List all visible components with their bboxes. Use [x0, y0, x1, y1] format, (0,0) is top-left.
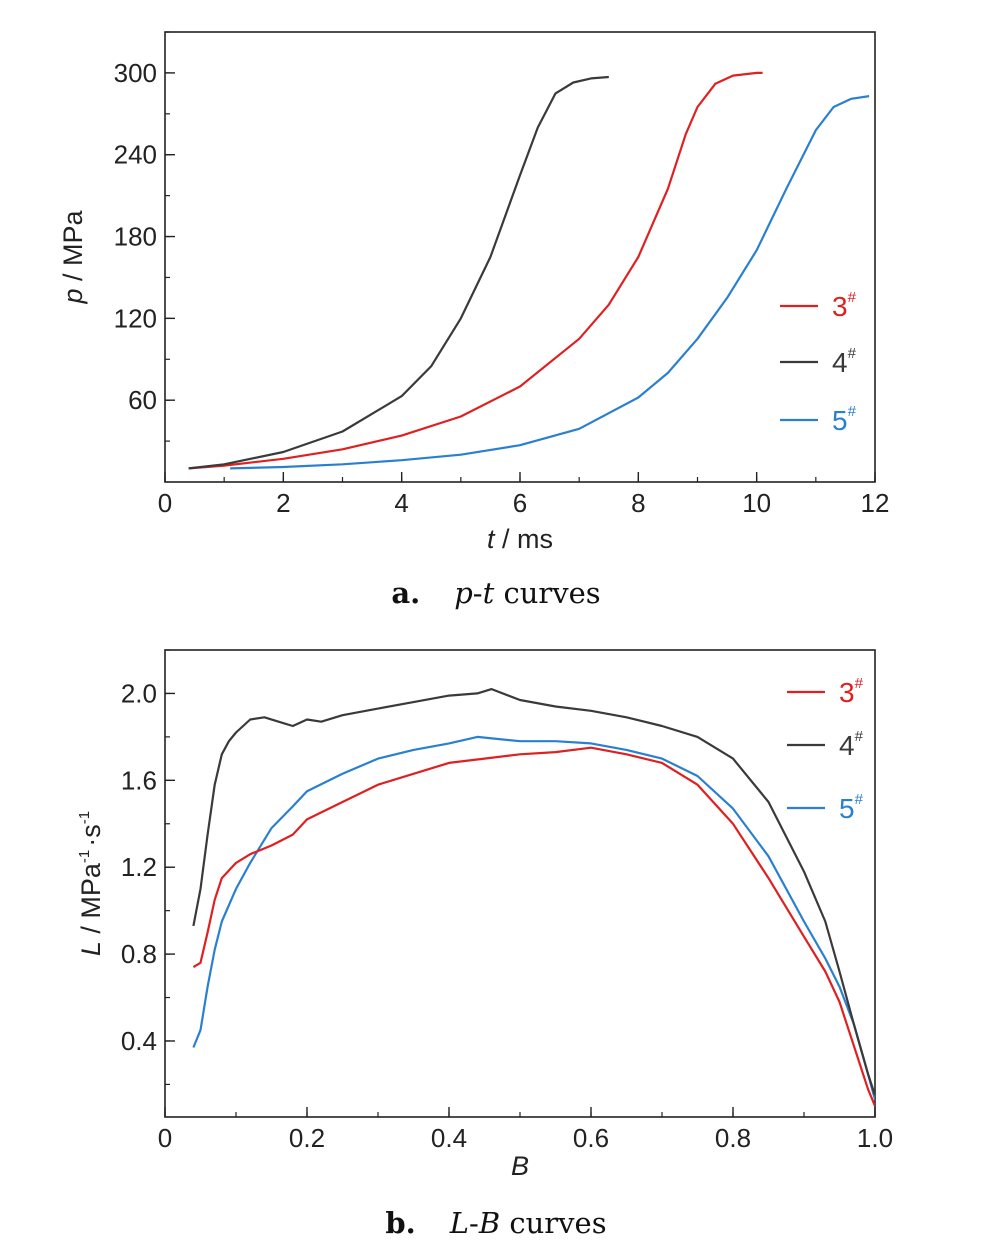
legend-name: 3 [839, 677, 855, 708]
legend-label-3: 3# [832, 289, 857, 322]
series-line-5 [192, 735, 875, 1100]
x-axis-label: t / ms [487, 524, 553, 554]
y-tick-label: 240 [114, 140, 157, 170]
chart-b: 0 0.2 0.4 0.6 0.8 1.00.40.81.21.62.0BL / MPa-… [76, 649, 893, 1240]
legend-label-3: 3# [839, 675, 864, 708]
x-axis-unit: / ms [495, 524, 554, 554]
caption-letter: b. [385, 1206, 415, 1240]
x-tick-label: 0.8 [715, 1123, 751, 1153]
caption-rest: curves [494, 576, 600, 610]
y-tick-label: 300 [114, 58, 157, 88]
series-line-4 [188, 75, 609, 470]
y-tick-label: 1.6 [121, 765, 157, 795]
y-axis-sup: -1 [76, 850, 93, 863]
caption-var1: L [449, 1206, 469, 1240]
x-tick-label: 0 [158, 1123, 172, 1153]
y-tick-label: 2.0 [121, 678, 157, 708]
y-axis-label: L / MPa-1·s-1 [76, 811, 106, 956]
y-tick-label: 180 [114, 222, 157, 252]
legend-sup: # [848, 289, 857, 306]
y-tick-label: 1.2 [121, 852, 157, 882]
caption-dash: - [469, 1206, 479, 1240]
x-tick-label: 0.2 [289, 1123, 325, 1153]
legend-label-5: 5# [832, 403, 857, 436]
legend-sup: # [855, 728, 864, 745]
legend-sup: # [848, 403, 857, 420]
legend-sup: # [855, 675, 864, 692]
x-tick-label: 8 [631, 488, 645, 518]
legend-label-4: 4# [839, 728, 864, 761]
legend-name: 4 [839, 730, 855, 761]
figure-caption: a. p-t curves [391, 576, 600, 610]
x-tick-label: 2 [276, 488, 290, 518]
legend-sup: # [855, 791, 864, 808]
y-axis-var: L [76, 941, 106, 956]
caption-letter: a. [391, 576, 420, 610]
y-tick-label: 60 [128, 385, 157, 415]
y-tick-label: 120 [114, 303, 157, 333]
figure-caption: b. L-B curves [385, 1206, 606, 1240]
legend-label-4: 4# [832, 345, 857, 378]
series-line-3 [192, 746, 875, 1107]
y-axis-unit: / MPa [58, 209, 88, 288]
x-axis-label: B [511, 1151, 529, 1181]
x-axis-var: t [487, 524, 496, 554]
caption-rest: curves [500, 1206, 606, 1240]
y-axis-label: p / MPa [58, 209, 88, 304]
x-tick-label: 10 [742, 488, 771, 518]
series-line-5 [230, 95, 870, 470]
series-line-4 [192, 687, 875, 1096]
x-tick-label: 4 [394, 488, 408, 518]
x-tick-label: 12 [861, 488, 890, 518]
caption-var2: B [478, 1206, 500, 1240]
y-axis-unit2: ·s [76, 824, 106, 847]
legend-name: 4 [832, 347, 848, 378]
caption-var2: t [483, 576, 495, 610]
legend-label-5: 5# [839, 791, 864, 824]
plot-frame [164, 31, 876, 483]
x-axis-var: B [511, 1151, 529, 1181]
legend-name: 3 [832, 291, 848, 322]
y-axis-unit: / MPa [76, 862, 106, 941]
x-tick-label: 1.0 [857, 1123, 893, 1153]
x-tick-label: 0.6 [573, 1123, 609, 1153]
x-tick-label: 6 [513, 488, 527, 518]
x-tick-label: 0.4 [431, 1123, 467, 1153]
y-axis-sup: -1 [76, 811, 93, 824]
x-tick-label: 0 [158, 488, 172, 518]
caption-var1: p [454, 576, 473, 610]
caption-dash: - [473, 576, 483, 610]
legend-name: 5 [839, 793, 855, 824]
series-line-3 [188, 71, 763, 470]
y-tick-label: 0.4 [121, 1026, 157, 1056]
legend-name: 5 [832, 405, 848, 436]
y-axis-var: p [58, 289, 88, 305]
y-tick-label: 0.8 [121, 939, 157, 969]
legend-sup: # [848, 345, 857, 362]
